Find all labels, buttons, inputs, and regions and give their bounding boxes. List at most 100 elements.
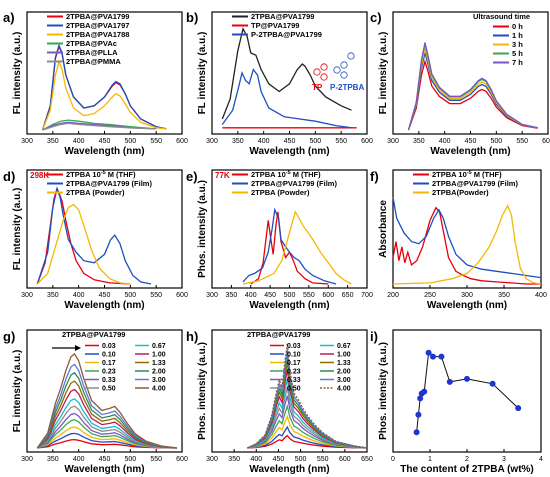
x-tick-label: 300	[461, 292, 473, 299]
x-tick-label: 350	[47, 292, 59, 299]
legend-entry: 0.50	[287, 386, 301, 393]
legend-entry: 0.10	[102, 352, 116, 359]
legend-name: 2TPBA 10	[251, 170, 286, 179]
panel-letter: b)	[186, 10, 198, 25]
series-line	[41, 43, 167, 131]
legend-name: 2TPBA@PVA1799	[251, 12, 314, 21]
legend-entry: 4.00	[337, 386, 351, 393]
series-line	[247, 434, 368, 449]
panel-letter: i)	[370, 329, 378, 344]
x-tick-label: 500	[124, 292, 136, 299]
series-line	[392, 206, 541, 285]
legend-title: Ultrasound time	[473, 12, 530, 21]
scatter-connector-line	[416, 351, 519, 433]
ring	[320, 63, 328, 71]
x-tick-label: 450	[99, 456, 111, 463]
legend-entry: 2TPBA@PVAc	[66, 39, 117, 48]
series-line	[41, 59, 167, 131]
legend-entry: 1.33	[152, 360, 166, 367]
legend-entry: 2TPBA@PVA1788	[66, 30, 129, 39]
x-tick-label: 400	[250, 456, 262, 463]
x-tick-label: 450	[465, 138, 477, 145]
x-axis-label: Wavelength (nm)	[249, 146, 329, 157]
legend-entry: 2TPBA@PVA1799 (Film)	[432, 179, 518, 188]
legend-entry: 0.10	[287, 352, 301, 359]
x-tick-label: 450	[99, 292, 111, 299]
x-tick-label: 350	[226, 292, 238, 299]
legend-name: 5 h	[512, 49, 523, 58]
series-line	[247, 343, 368, 449]
legend-entry: 2TPBA (Powder)	[66, 188, 125, 197]
temperature-label: 298K	[30, 171, 49, 180]
x-tick-label: 300	[21, 456, 33, 463]
x-tick-label: 200	[387, 292, 399, 299]
legend-entry: 3.00	[152, 377, 166, 384]
temperature-label: 77K	[215, 171, 230, 180]
legend-entry: 2TPBA@PVA1799 (Film)	[66, 179, 152, 188]
x-tick-label: 250	[424, 292, 436, 299]
series-line	[247, 414, 368, 449]
series-line	[42, 119, 157, 131]
series-line	[242, 207, 337, 285]
x-axis-label: Wavelength (nm)	[64, 300, 144, 311]
legend-superscript: -5	[286, 170, 291, 176]
plot-frame	[392, 11, 549, 135]
x-tick-label: 650	[342, 292, 354, 299]
x-tick-label: 400	[73, 138, 85, 145]
panel-b: b) 300 350 400 450 500 550 600 Wavelength (nm) FL…	[186, 10, 373, 157]
y-axis-label: Phos. intensity (a.u.)	[378, 342, 389, 440]
inset-label-p2tpba: P-2TPBA	[330, 83, 364, 92]
x-tick-label: 600	[339, 456, 351, 463]
x-tick-label: 400	[258, 138, 270, 145]
plot-frame	[211, 329, 368, 453]
panel-letter: a)	[3, 10, 15, 25]
x-axis-label: Wavelength (nm)	[64, 464, 144, 475]
legend-name: 2TPBA@PVA1799	[66, 12, 129, 21]
legend-arrow-head	[75, 345, 81, 351]
series-line	[37, 412, 177, 449]
ring	[313, 68, 321, 76]
series-line	[407, 48, 538, 131]
x-tick-label: 600	[361, 138, 373, 145]
series-line	[36, 186, 152, 285]
legend-entry: P-2TPBA@PVA1799	[251, 30, 322, 39]
series-line	[247, 362, 368, 449]
panel-letter: c)	[370, 10, 382, 25]
y-axis-label: Phos. intensity (a.u.)	[197, 180, 208, 278]
x-tick-label: 350	[413, 138, 425, 145]
legend-title: 2TPBA@PVA1799	[62, 330, 125, 339]
x-tick-label: 500	[490, 138, 502, 145]
legend-entry: 2TPBA@PVA1799	[251, 12, 314, 21]
x-tick-label: 1	[428, 456, 432, 463]
x-tick-label: 400	[535, 292, 547, 299]
panel-f: f) 200 250 300 350 400 Wavelength (nm) Absorban…	[370, 169, 547, 311]
legend-entry: 0.67	[152, 343, 166, 350]
ring	[333, 66, 341, 74]
x-tick-label: 500	[124, 456, 136, 463]
legend-entry: 0 h	[512, 22, 523, 31]
scatter-point	[438, 353, 445, 360]
series-line	[392, 196, 542, 279]
y-axis-label: FL intensity (a.u.)	[12, 188, 23, 271]
x-tick-label: 2	[465, 456, 469, 463]
legend-name: 2TPBA@PVA1797	[66, 21, 129, 30]
legend-name: 2TPBA(Powder)	[432, 188, 489, 197]
series-line	[36, 398, 177, 449]
series-line	[36, 388, 177, 449]
x-tick-label: 300	[206, 456, 218, 463]
y-axis-label: FL intensity (a.u.)	[12, 350, 23, 433]
legend-entry: 2TPBA@PVA1797	[66, 21, 129, 30]
series-line	[37, 438, 177, 449]
legend-entry: 0.03	[102, 343, 116, 350]
scatter-point	[489, 380, 496, 387]
series-line	[36, 363, 177, 449]
series-line	[221, 26, 352, 120]
series-line	[407, 52, 538, 131]
x-tick-label: 500	[124, 138, 136, 145]
panel-letter: d)	[3, 169, 15, 184]
x-tick-label: 550	[317, 456, 329, 463]
legend-entry: 3.00	[337, 377, 351, 384]
legend-entry: 0.17	[287, 360, 301, 367]
x-tick-label: 300	[387, 138, 399, 145]
x-tick-label: 350	[232, 138, 244, 145]
